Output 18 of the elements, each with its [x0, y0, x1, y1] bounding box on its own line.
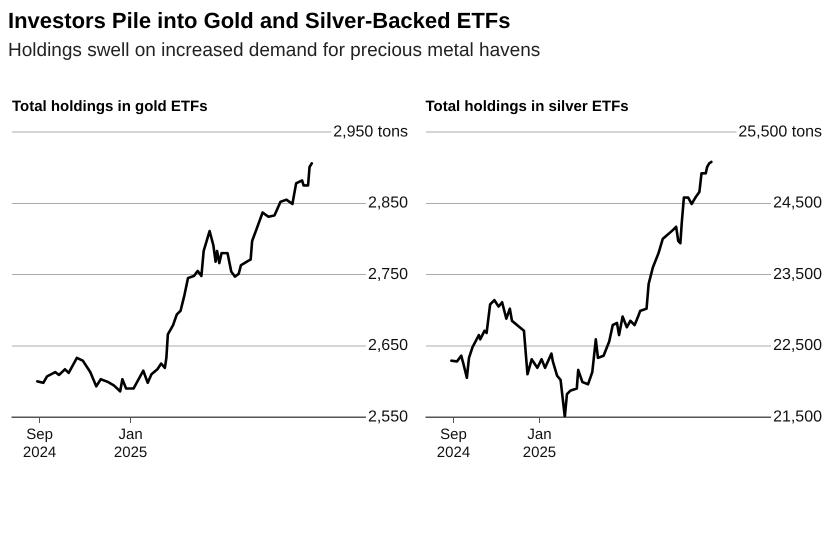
x-tick-label: Sep 2024 [436, 426, 470, 462]
y-tick-label: 2,550 [368, 408, 408, 426]
y-axis-title: Total holdings in gold ETFs [11, 98, 209, 117]
y-tick-label: 2,950 tons [333, 123, 408, 140]
chart-title: Investors Pile into Gold and Silver-Backed ETFs [8, 8, 512, 34]
x-tick-label: Sep 2024 [22, 426, 56, 462]
y-tick-label: 22,500 [772, 337, 822, 354]
y-tick-label: 2,850 [368, 194, 408, 212]
y-tick-label: 23,500 [772, 266, 822, 283]
y-tick-label: 21,500 [772, 408, 822, 426]
y-tick-label: 2,750 [368, 266, 408, 283]
x-tick-label: Jan 2025 [522, 426, 556, 462]
y-tick-label: 2,650 [368, 337, 408, 354]
y-tick-label: 25,500 tons [738, 123, 822, 140]
y-tick-label: 24,500 [772, 194, 822, 212]
chart-subtitle: Holdings swell on increased demand for precious metal havens [8, 40, 542, 62]
x-tick-label: Jan 2025 [114, 426, 148, 462]
y-axis-title: Total holdings in silver ETFs [424, 98, 630, 117]
